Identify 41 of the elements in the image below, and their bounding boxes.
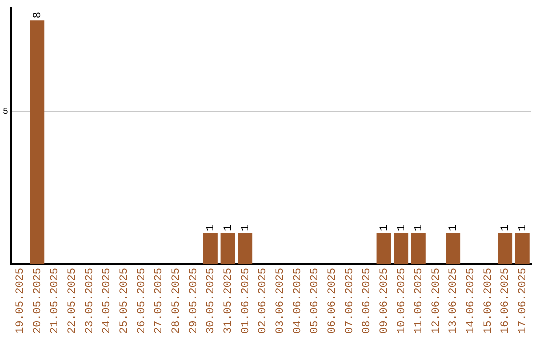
x-tick-label: 28.05.2025 xyxy=(170,268,183,334)
x-tick-label: 22.05.2025 xyxy=(66,268,79,334)
x-tick-label: 08.06.2025 xyxy=(362,268,374,334)
x-tick-label: 04.06.2025 xyxy=(292,268,304,334)
data-label: 1 xyxy=(518,224,530,232)
data-label: 1 xyxy=(240,224,252,232)
x-tick-label: 01.06.2025 xyxy=(240,268,252,334)
x-tick-label: 31.05.2025 xyxy=(222,268,235,334)
x-tick-label: 30.05.2025 xyxy=(206,268,218,334)
x-tick-label: 13.06.2025 xyxy=(448,268,460,334)
data-label: 1 xyxy=(414,224,426,232)
x-tick-label: 15.06.2025 xyxy=(482,268,495,334)
x-tick-label: 17.06.2025 xyxy=(518,268,530,334)
data-label: 1 xyxy=(448,224,460,232)
data-label: 1 xyxy=(500,224,512,232)
data-label: 8 xyxy=(32,12,44,19)
x-tick-label: 24.05.2025 xyxy=(102,268,114,334)
data-label: 1 xyxy=(378,224,391,232)
x-tick-label: 25.05.2025 xyxy=(118,268,131,334)
x-tick-label: 10.06.2025 xyxy=(396,268,408,334)
x-tick-label: 21.05.2025 xyxy=(50,268,62,334)
data-label: 1 xyxy=(222,224,235,232)
x-tick-label: 14.06.2025 xyxy=(466,268,478,334)
x-tick-label: 26.05.2025 xyxy=(136,268,148,334)
x-tick-label: 23.05.2025 xyxy=(84,268,96,334)
data-label: 1 xyxy=(396,224,408,232)
x-tick-label: 12.06.2025 xyxy=(430,268,443,334)
x-tick-label: 07.06.2025 xyxy=(344,268,356,334)
x-tick-label: 20.05.2025 xyxy=(32,268,44,334)
x-tick-label: 27.05.2025 xyxy=(154,268,166,334)
x-tick-label: 19.05.2025 xyxy=(14,268,27,334)
x-tick-label: 29.05.2025 xyxy=(188,268,200,334)
x-tick-label: 03.06.2025 xyxy=(274,268,287,334)
x-tick-label: 05.06.2025 xyxy=(310,268,322,334)
y-tick-label: 5 xyxy=(2,107,8,118)
x-tick-label: 09.06.2025 xyxy=(378,268,391,334)
data-label: 1 xyxy=(206,224,218,232)
x-tick-label: 06.06.2025 xyxy=(326,268,339,334)
x-tick-label: 11.06.2025 xyxy=(414,268,426,334)
x-tick-label: 16.06.2025 xyxy=(500,268,512,334)
x-tick-label: 02.06.2025 xyxy=(258,268,270,334)
